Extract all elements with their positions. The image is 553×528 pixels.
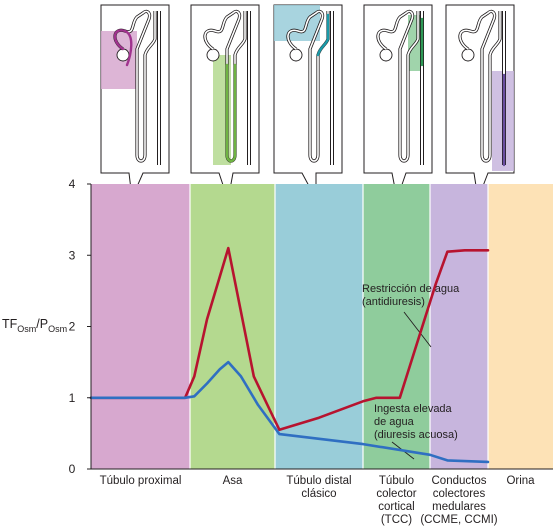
band-orina (488, 184, 553, 469)
highlight-region (274, 5, 320, 41)
band-tcc (363, 184, 430, 469)
y-tick-labels: 0 1 2 3 4 (69, 177, 76, 476)
segment-label-line: colectores (433, 488, 486, 500)
annotation-line: de agua (374, 416, 415, 428)
series-line-antidiuresis (89, 246, 490, 432)
segment-labels: Túbulo proximal Asa Túbulo distal clásicoTú… (100, 475, 536, 526)
annotations: Restricción de agua (antidiuresis) Ingesta… (362, 283, 460, 441)
segment-label-line: Asa (223, 475, 243, 487)
segment-label-medular: Conductos colectores medulares (CCME, CCMI) (420, 475, 497, 526)
band-proximal (91, 184, 190, 469)
nephron-panel (190, 4, 260, 201)
y-tick-label: 0 (69, 462, 76, 476)
band-distal (275, 184, 363, 469)
segment-label-asa: Asa (223, 475, 243, 487)
annotation-leader (403, 311, 432, 348)
annotation-line: Restricción de agua (362, 283, 460, 295)
segment-label-line: Orina (506, 475, 535, 487)
band-asa (190, 184, 275, 469)
nephron-diagram-panels (100, 4, 515, 201)
segment-label-proximal: Túbulo proximal (100, 475, 182, 487)
axes (87, 183, 553, 470)
segment-label-orina: Orina (506, 475, 535, 487)
annotation-line: (antidiuresis) (362, 296, 425, 308)
tubule-lumen (204, 10, 246, 162)
y-axis-label: TFOsm/POsm (2, 317, 67, 334)
nephron-panel (363, 4, 433, 201)
segment-label-line: Conductos (432, 475, 487, 487)
segment-label-line: medulares (432, 501, 486, 513)
nephron-panel (445, 4, 515, 201)
y-tick-label: 1 (69, 391, 76, 405)
highlighted-segment (316, 13, 330, 57)
segment-bands (91, 184, 553, 469)
segment-label-line: Túbulo (379, 475, 414, 487)
glomerulus (289, 48, 303, 62)
tubule-lumen (459, 10, 501, 162)
annotation-line: Ingesta elevada (374, 403, 453, 415)
y-tick-label: 2 (69, 320, 76, 334)
y-tick-label: 3 (69, 248, 76, 262)
band-medular (430, 184, 488, 469)
nephron-panel (273, 4, 343, 200)
segment-label-distal: Túbulo distal clásico (286, 475, 351, 500)
tubule-lumen (377, 10, 419, 162)
segment-label-line: Túbulo proximal (100, 475, 182, 487)
segment-label-line: (CCME, CCMI) (420, 514, 497, 526)
annotation-line: (diuresis acuosa) (374, 429, 458, 441)
highlighted-segment (113, 29, 133, 67)
segment-label-line: colector (376, 488, 416, 500)
glomerulus (206, 48, 220, 62)
y-tick-label: 4 (69, 177, 76, 191)
series-lines (89, 246, 490, 464)
annotation-antidiuresis: Restricción de agua (antidiuresis) (362, 283, 460, 308)
segment-label-line: Túbulo distal (286, 475, 351, 487)
glomerulus (379, 48, 393, 62)
segment-label-line: cortical (378, 501, 414, 513)
segment-label-line: clásico (301, 488, 336, 500)
series-line-diuresis (89, 360, 490, 464)
segment-label-tcc: Túbulo colector cortical (TCC) (376, 475, 416, 526)
glomerulus (461, 48, 475, 62)
annotation-diuresis: Ingesta elevada de agua (diuresis acuosa) (374, 403, 458, 441)
highlighted-segment (225, 63, 237, 163)
segment-label-line: (TCC) (381, 514, 412, 526)
nephron-panel (100, 4, 170, 200)
glomerulus (116, 48, 130, 62)
